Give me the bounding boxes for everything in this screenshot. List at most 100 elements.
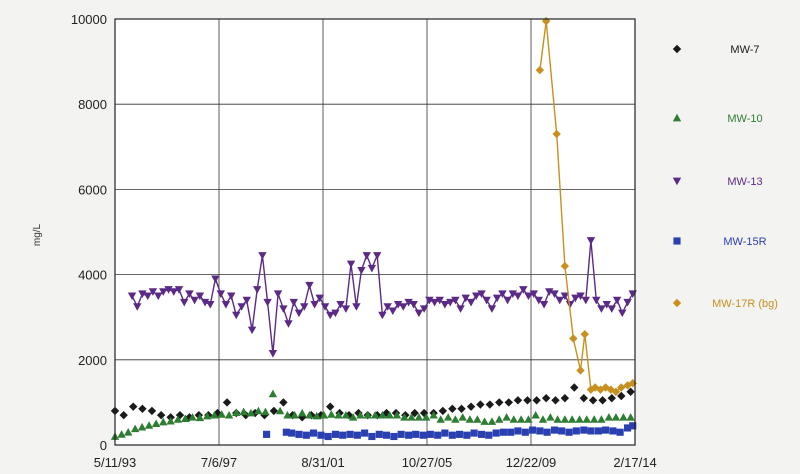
- data-point: [465, 415, 475, 423]
- x-tick-label: 8/31/01: [301, 455, 344, 470]
- data-point: [414, 309, 424, 318]
- data-point: [361, 429, 369, 437]
- data-point: [339, 431, 347, 439]
- data-point: [288, 429, 296, 437]
- data-point: [334, 410, 343, 419]
- data-point: [553, 415, 562, 423]
- data-point: [247, 326, 257, 335]
- y-tick-label: 10000: [71, 12, 107, 27]
- data-point: [159, 288, 168, 296]
- data-point: [268, 350, 278, 358]
- data-point: [295, 430, 303, 438]
- legend-marker: [672, 113, 682, 122]
- data-point: [289, 298, 298, 307]
- legend-marker: [672, 44, 682, 54]
- data-point: [529, 290, 538, 298]
- data-point: [217, 410, 226, 418]
- data-point: [458, 413, 467, 421]
- data-point: [629, 422, 637, 430]
- data-point: [513, 396, 523, 405]
- data-point: [317, 431, 325, 439]
- data-point: [268, 389, 278, 398]
- data-point: [535, 65, 545, 75]
- data-point: [305, 281, 314, 290]
- data-point: [352, 303, 361, 311]
- data-point: [545, 288, 554, 296]
- data-point: [576, 366, 585, 375]
- data-point: [509, 415, 518, 423]
- data-point: [169, 288, 178, 296]
- data-point: [580, 330, 589, 339]
- data-point: [534, 296, 543, 305]
- data-point: [624, 424, 632, 432]
- data-point: [560, 261, 570, 271]
- data-point: [419, 305, 429, 313]
- legend-item: MW-15R: [673, 236, 767, 248]
- data-point: [246, 408, 256, 417]
- data-point: [346, 430, 354, 438]
- data-point: [174, 286, 184, 294]
- data-point: [261, 407, 270, 416]
- data-point: [477, 430, 486, 438]
- data-point: [341, 410, 351, 419]
- data-point: [461, 294, 470, 303]
- data-point: [279, 305, 288, 313]
- data-point: [302, 431, 310, 439]
- data-point: [436, 415, 445, 423]
- data-point: [425, 296, 434, 305]
- data-point: [451, 296, 460, 305]
- data-point: [602, 426, 610, 434]
- data-point: [331, 309, 340, 318]
- data-point: [434, 431, 442, 439]
- data-point: [623, 381, 632, 390]
- x-tick-label: 12/22/09: [506, 455, 557, 470]
- data-point: [133, 303, 142, 311]
- data-point: [159, 417, 168, 426]
- data-point: [443, 413, 453, 421]
- data-point: [290, 410, 299, 419]
- data-point: [312, 411, 321, 420]
- data-point: [626, 387, 635, 396]
- data-point: [456, 430, 464, 438]
- data-point: [611, 387, 621, 396]
- data-point: [575, 415, 584, 423]
- data-point: [166, 416, 175, 425]
- data-point: [363, 410, 372, 419]
- data-point: [567, 415, 577, 423]
- data-point: [315, 294, 324, 303]
- data-point: [210, 410, 219, 419]
- data-point: [602, 301, 611, 309]
- data-point: [617, 383, 626, 392]
- data-point: [616, 428, 624, 436]
- data-point: [594, 427, 602, 435]
- data-point: [487, 417, 497, 425]
- data-point: [399, 303, 408, 311]
- data-point: [551, 396, 560, 405]
- data-point: [587, 427, 595, 435]
- data-point: [300, 303, 309, 311]
- data-point: [607, 305, 616, 313]
- data-point: [119, 410, 128, 420]
- legend-marker: [673, 237, 681, 245]
- data-point: [227, 292, 236, 301]
- data-point: [202, 411, 212, 420]
- data-point: [617, 391, 626, 401]
- data-point: [499, 428, 507, 436]
- data-point: [592, 296, 601, 305]
- plot-frame: [114, 18, 636, 446]
- legend-label: MW-17R (bg): [712, 298, 778, 310]
- legend-label: MW-7: [730, 44, 759, 56]
- data-point: [273, 290, 283, 298]
- data-point: [531, 410, 540, 419]
- data-point: [237, 303, 246, 311]
- y-tick-label: 8000: [78, 97, 107, 112]
- data-point: [211, 275, 220, 284]
- data-point: [435, 296, 444, 305]
- data-point: [565, 428, 573, 436]
- data-point: [560, 393, 570, 403]
- data-point: [503, 296, 512, 305]
- data-point: [327, 410, 336, 418]
- data-point: [151, 419, 161, 428]
- data-point: [127, 292, 137, 301]
- data-point: [519, 286, 528, 294]
